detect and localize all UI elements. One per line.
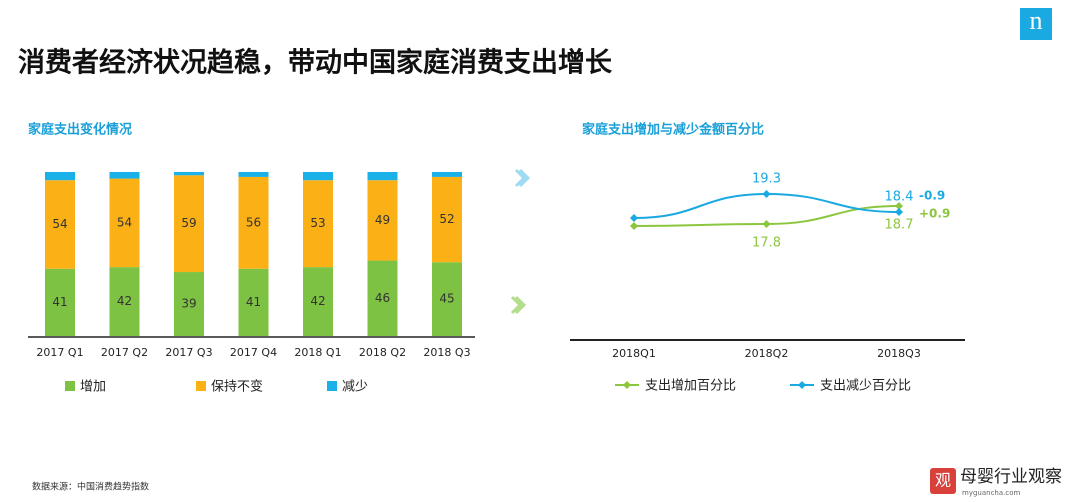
data-label: 52 [439, 212, 454, 226]
legend-label: 增加 [80, 380, 106, 395]
bar-segment [367, 172, 398, 181]
bar-segment [45, 268, 75, 336]
source: 数据来源：中国消费趋势指数 [32, 481, 149, 493]
legend-label: 支出减少百分比 [820, 379, 911, 394]
bar-segment [45, 180, 75, 269]
data-label: 45 [439, 292, 454, 306]
x-tick-label: 2017 Q4 [230, 346, 277, 359]
chevron [514, 168, 531, 188]
watermark-icon [930, 468, 956, 494]
legend-swatch [65, 381, 75, 391]
x-tick-label: 2018 Q3 [423, 346, 470, 359]
data-label: 49 [375, 213, 390, 227]
data-label: 39 [181, 297, 196, 311]
data-label: 17.8 [752, 236, 781, 251]
marker [630, 222, 638, 230]
marker [895, 202, 903, 210]
data-label: 54 [117, 215, 132, 229]
bar-segment [45, 172, 75, 181]
x-tick-label: 2018 Q1 [294, 346, 341, 359]
marker [630, 214, 638, 222]
watermark-name: 母婴行业观察 [960, 467, 1062, 487]
bar-segment [367, 180, 398, 261]
data-label: 46 [375, 291, 390, 305]
bar-segment [174, 172, 204, 176]
data-label: 56 [246, 215, 261, 229]
data-label: 18.7 [885, 218, 914, 233]
x-tick-label: 2017 Q1 [36, 346, 83, 359]
chevron [510, 295, 527, 315]
x-tick-label: 2018Q1 [612, 347, 656, 360]
change-label: -0.9 [919, 189, 945, 203]
legend-marker [798, 381, 806, 389]
bar-segment [432, 176, 462, 263]
bar-segment [303, 267, 333, 336]
bar-segment [303, 172, 333, 181]
bar-segment [432, 262, 462, 336]
x-tick-label: 2018Q2 [745, 347, 789, 360]
data-label: 42 [310, 294, 325, 308]
bar-segment [109, 172, 140, 179]
x-tick-label: 2017 Q2 [101, 346, 148, 359]
bar-segment [367, 260, 398, 336]
legend-label: 支出增加百分比 [645, 379, 736, 394]
legend-marker [623, 381, 631, 389]
bar-segment [174, 272, 204, 336]
x-tick-label: 2018Q3 [877, 347, 921, 360]
change-label: +0.9 [919, 207, 950, 221]
chart-title: 家庭支出增加与减少金额百分比 [582, 122, 764, 138]
data-label: 42 [117, 294, 132, 308]
data-label: 54 [52, 217, 67, 231]
bar-segment [109, 267, 140, 336]
marker [895, 208, 903, 216]
legend-swatch [196, 381, 206, 391]
data-label: 59 [181, 216, 196, 230]
data-label: 41 [246, 295, 261, 309]
watermark-icon-text: 观 [935, 471, 951, 490]
logo: n [1030, 6, 1043, 35]
legend-swatch [327, 381, 337, 391]
bar-segment [432, 172, 462, 177]
data-label: 18.4 [885, 190, 914, 205]
logo-box [1020, 8, 1052, 40]
bar-segment [238, 176, 269, 269]
watermark-site: myguancha.com [962, 489, 1020, 497]
x-tick-label: 2018 Q2 [359, 346, 406, 359]
data-label: 53 [310, 216, 325, 230]
x-tick-label: 2017 Q3 [165, 346, 212, 359]
bar-segment [238, 268, 269, 336]
data-label: 19.3 [752, 172, 781, 187]
chart-title: 家庭支出变化情况 [28, 122, 132, 138]
bar-segment [174, 175, 204, 273]
slide-title: 消费者经济状况趋稳，带动中国家庭消费支出增长 [18, 47, 613, 79]
data-label: 41 [52, 295, 67, 309]
bar-segment [109, 178, 140, 268]
bar-segment [303, 180, 333, 268]
bar-segment [238, 172, 269, 177]
marker [762, 220, 771, 228]
marker [762, 190, 771, 198]
legend-label: 保持不变 [211, 379, 263, 395]
legend-label: 减少 [342, 380, 368, 395]
